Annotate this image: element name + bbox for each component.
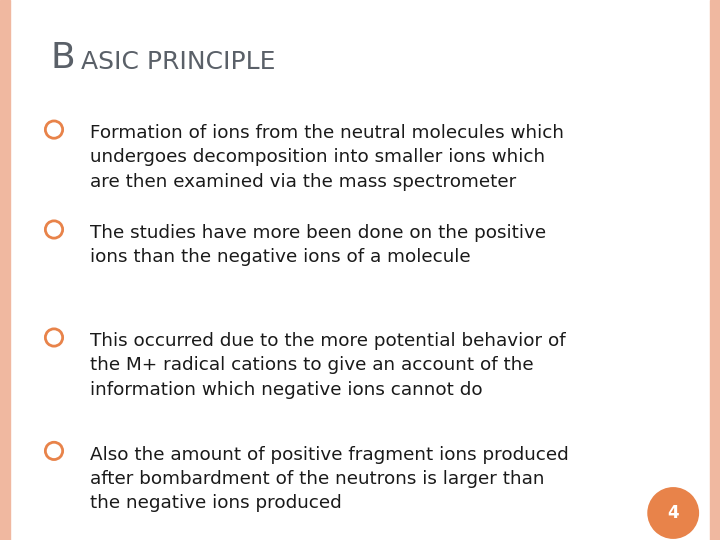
- Text: Formation of ions from the neutral molecules which
undergoes decomposition into : Formation of ions from the neutral molec…: [90, 124, 564, 191]
- Text: B: B: [50, 40, 75, 75]
- Text: 4: 4: [667, 504, 679, 522]
- Text: ASIC PRINCIPLE: ASIC PRINCIPLE: [81, 50, 275, 74]
- Text: The studies have more been done on the positive
ions than the negative ions of a: The studies have more been done on the p…: [90, 224, 546, 266]
- Ellipse shape: [647, 487, 699, 539]
- Text: Also the amount of positive fragment ions produced
after bombardment of the neut: Also the amount of positive fragment ion…: [90, 446, 569, 512]
- Text: This occurred due to the more potential behavior of
the M+ radical cations to gi: This occurred due to the more potential …: [90, 332, 566, 399]
- Bar: [0, 0, 10, 540]
- Bar: [710, 0, 720, 540]
